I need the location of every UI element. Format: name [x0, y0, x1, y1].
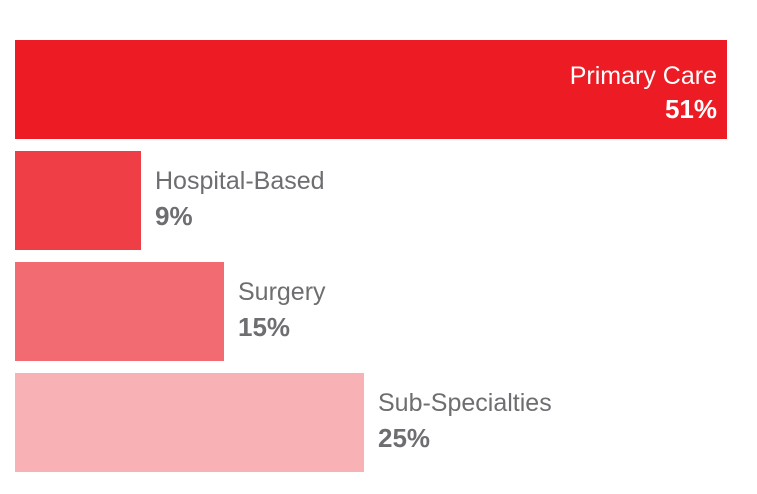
category-label: Sub-Specialties	[378, 389, 552, 417]
bar-surgery	[15, 262, 224, 361]
value-label: 51%	[665, 94, 717, 124]
category-label: Hospital-Based	[155, 167, 325, 195]
bar-hospital-based	[15, 151, 141, 250]
value-label: 25%	[378, 423, 430, 453]
value-label: 15%	[238, 312, 290, 342]
bar-primary-care	[15, 40, 727, 139]
value-label: 9%	[155, 201, 193, 231]
bar-sub-specialties	[15, 373, 364, 472]
category-label: Surgery	[238, 278, 326, 306]
category-label: Primary Care	[570, 62, 717, 90]
